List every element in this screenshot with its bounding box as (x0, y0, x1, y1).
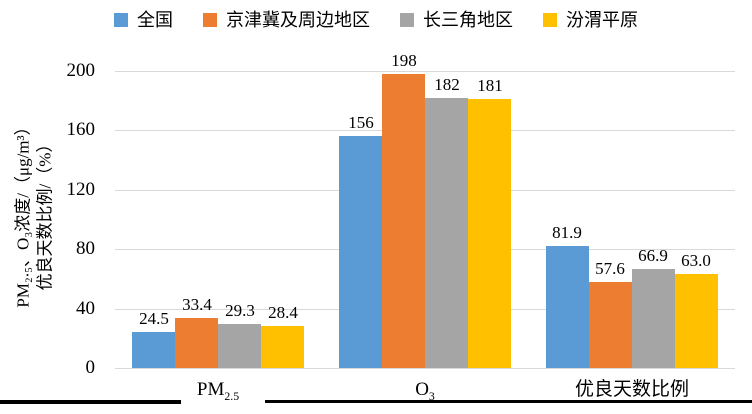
x-axis-category-label: PM2.5 (196, 379, 240, 403)
legend-swatch-icon (400, 13, 414, 27)
x-axis-category-label: 优良天数比例 (574, 379, 689, 400)
legend-item: 长三角地区 (400, 9, 513, 31)
bar-1-京津冀及周边地区 (175, 318, 218, 368)
bar-3-长三角地区 (632, 269, 675, 368)
bar-3-京津冀及周边地区 (589, 282, 632, 368)
bottom-border-segment-right (265, 400, 752, 403)
y-axis-tick-label: 160 (66, 119, 96, 140)
bar-2-京津冀及周边地区 (382, 74, 425, 368)
legend-swatch-icon (543, 13, 557, 27)
bar-1-全国 (132, 332, 175, 368)
bar-value-label: 156 (348, 113, 374, 132)
legend-label: 全国 (137, 10, 173, 30)
legend-label: 汾渭平原 (566, 10, 638, 30)
bar-value-label: 57.6 (595, 259, 625, 278)
legend-label: 京津冀及周边地区 (226, 10, 370, 30)
legend-item: 汾渭平原 (543, 9, 638, 31)
gridline (115, 71, 735, 72)
bar-3-汾渭平原 (675, 274, 718, 368)
y-axis-tick-label: 80 (76, 238, 95, 259)
bar-value-label: 28.4 (268, 303, 298, 322)
y-axis-title-line-2: 优良天数比例/（%） (36, 135, 56, 291)
bar-value-label: 33.4 (182, 295, 212, 314)
bottom-border-segment-left (0, 400, 181, 404)
y-axis-tick-label: 200 (66, 60, 96, 81)
bar-value-label: 29.3 (225, 301, 255, 320)
y-axis-tick-label: 40 (76, 298, 95, 319)
bar-3-全国 (546, 246, 589, 368)
legend-swatch-icon (114, 13, 128, 27)
bar-2-汾渭平原 (468, 99, 511, 368)
bar-value-label: 24.5 (139, 309, 169, 328)
legend-label: 长三角地区 (423, 10, 513, 30)
bar-value-label: 81.9 (552, 223, 582, 242)
bar-value-label: 182 (434, 75, 460, 94)
bar-value-label: 63.0 (681, 251, 711, 270)
bar-2-长三角地区 (425, 98, 468, 368)
chart-legend: 全国 京津冀及周边地区 长三角地区 汾渭平原 (0, 7, 752, 33)
y-axis-tick-label: 0 (85, 357, 96, 378)
bar-value-label: 181 (477, 76, 503, 95)
bar-value-label: 66.9 (638, 246, 668, 265)
legend-item: 京津冀及周边地区 (203, 9, 370, 31)
legend-item: 全国 (114, 9, 173, 31)
x-axis-category-label: O3 (415, 379, 435, 403)
bar-1-汾渭平原 (261, 326, 304, 368)
gridline (115, 368, 735, 369)
bar-2-全国 (339, 136, 382, 368)
bar-value-label: 198 (391, 51, 417, 70)
y-axis-title-line-1: PM₂.₅、O₃浓度/（μg/m³） (14, 118, 34, 308)
y-axis-tick-label: 120 (66, 179, 96, 200)
bar-1-长三角地区 (218, 324, 261, 368)
y-axis-title-text: PM₂.₅、O₃浓度/（μg/m³） 优良天数比例/（%） (13, 118, 57, 307)
legend-swatch-icon (203, 13, 217, 27)
